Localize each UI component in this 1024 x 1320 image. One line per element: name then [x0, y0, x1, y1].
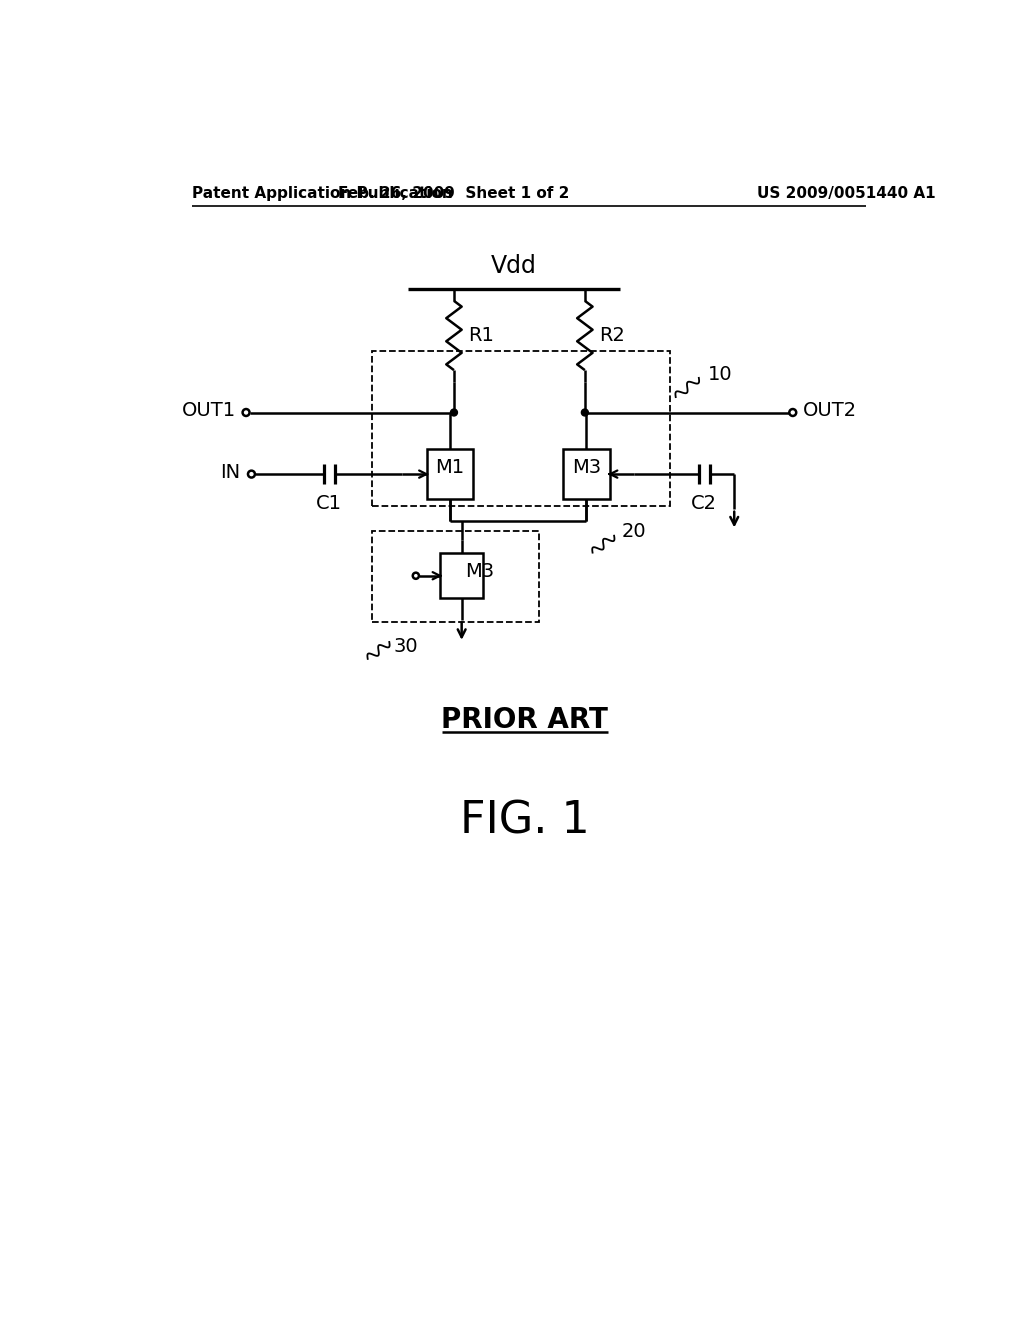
Text: R2: R2 [599, 326, 625, 345]
Text: 10: 10 [708, 364, 733, 384]
Text: R1: R1 [468, 326, 494, 345]
Text: Feb. 26, 2009  Sheet 1 of 2: Feb. 26, 2009 Sheet 1 of 2 [338, 186, 569, 201]
Text: M3: M3 [571, 458, 601, 478]
Text: OUT1: OUT1 [182, 401, 237, 421]
Text: 30: 30 [393, 638, 418, 656]
Text: FIG. 1: FIG. 1 [460, 799, 590, 842]
Text: C2: C2 [691, 494, 717, 513]
Text: Vdd: Vdd [490, 255, 537, 279]
Text: C1: C1 [316, 494, 342, 513]
Text: M3: M3 [466, 561, 495, 581]
Text: M1: M1 [435, 458, 465, 478]
Text: PRIOR ART: PRIOR ART [441, 706, 608, 734]
Text: OUT2: OUT2 [803, 401, 857, 421]
Text: 20: 20 [622, 521, 646, 541]
Text: US 2009/0051440 A1: US 2009/0051440 A1 [758, 186, 936, 201]
Circle shape [582, 409, 589, 416]
Text: Patent Application Publication: Patent Application Publication [193, 186, 453, 201]
Bar [563, 449, 609, 499]
Bar [372, 351, 670, 507]
Circle shape [451, 409, 458, 416]
Bar [372, 531, 539, 622]
Bar [427, 449, 473, 499]
Text: IN: IN [220, 463, 240, 482]
Bar [440, 553, 483, 598]
